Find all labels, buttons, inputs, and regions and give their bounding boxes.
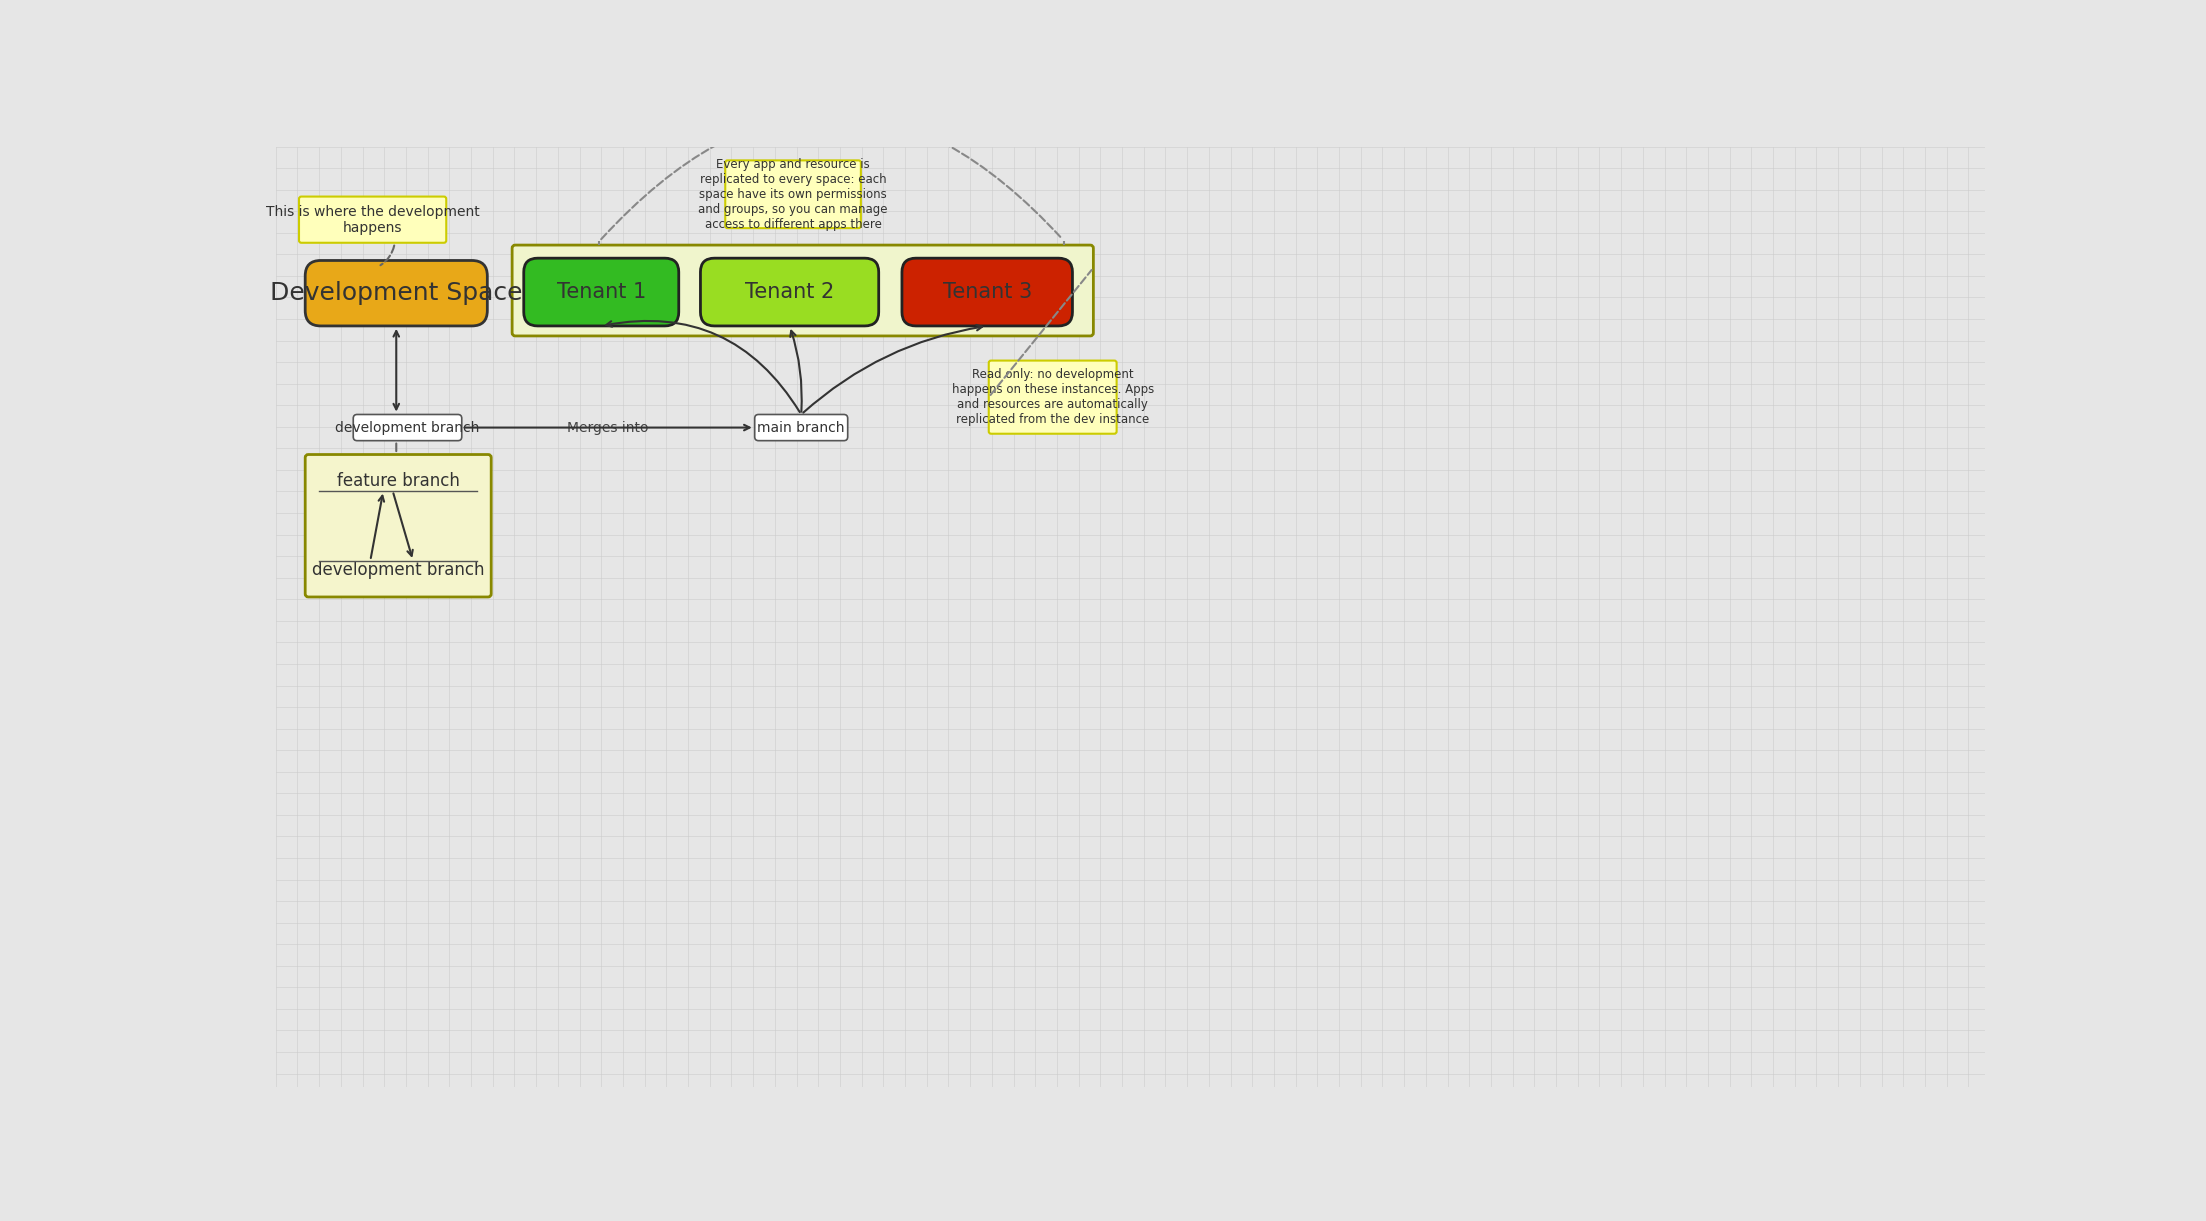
Text: Every app and resource is
replicated to every space: each
space have its own per: Every app and resource is replicated to … xyxy=(699,158,887,231)
FancyArrowPatch shape xyxy=(602,114,1063,239)
Text: main branch: main branch xyxy=(757,420,845,435)
Text: Tenant 2: Tenant 2 xyxy=(746,282,834,302)
FancyBboxPatch shape xyxy=(304,260,488,326)
Text: Development Space: Development Space xyxy=(269,281,523,305)
Text: This is where the development
happens: This is where the development happens xyxy=(265,205,479,234)
FancyBboxPatch shape xyxy=(726,160,860,228)
FancyBboxPatch shape xyxy=(988,360,1116,433)
Text: Merges into: Merges into xyxy=(567,420,649,435)
Text: Read only: no development
happens on these instances. Apps
and resources are aut: Read only: no development happens on the… xyxy=(951,369,1154,426)
Text: Tenant 1: Tenant 1 xyxy=(556,282,646,302)
Text: development branch: development branch xyxy=(311,560,485,579)
FancyBboxPatch shape xyxy=(523,258,679,326)
FancyBboxPatch shape xyxy=(300,197,446,243)
Text: Tenant 3: Tenant 3 xyxy=(942,282,1032,302)
FancyBboxPatch shape xyxy=(754,414,847,441)
Text: development branch: development branch xyxy=(335,420,479,435)
Text: feature branch: feature branch xyxy=(338,473,459,491)
FancyBboxPatch shape xyxy=(304,454,492,597)
FancyBboxPatch shape xyxy=(902,258,1072,326)
FancyBboxPatch shape xyxy=(512,245,1094,336)
FancyBboxPatch shape xyxy=(702,258,878,326)
FancyBboxPatch shape xyxy=(353,414,461,441)
